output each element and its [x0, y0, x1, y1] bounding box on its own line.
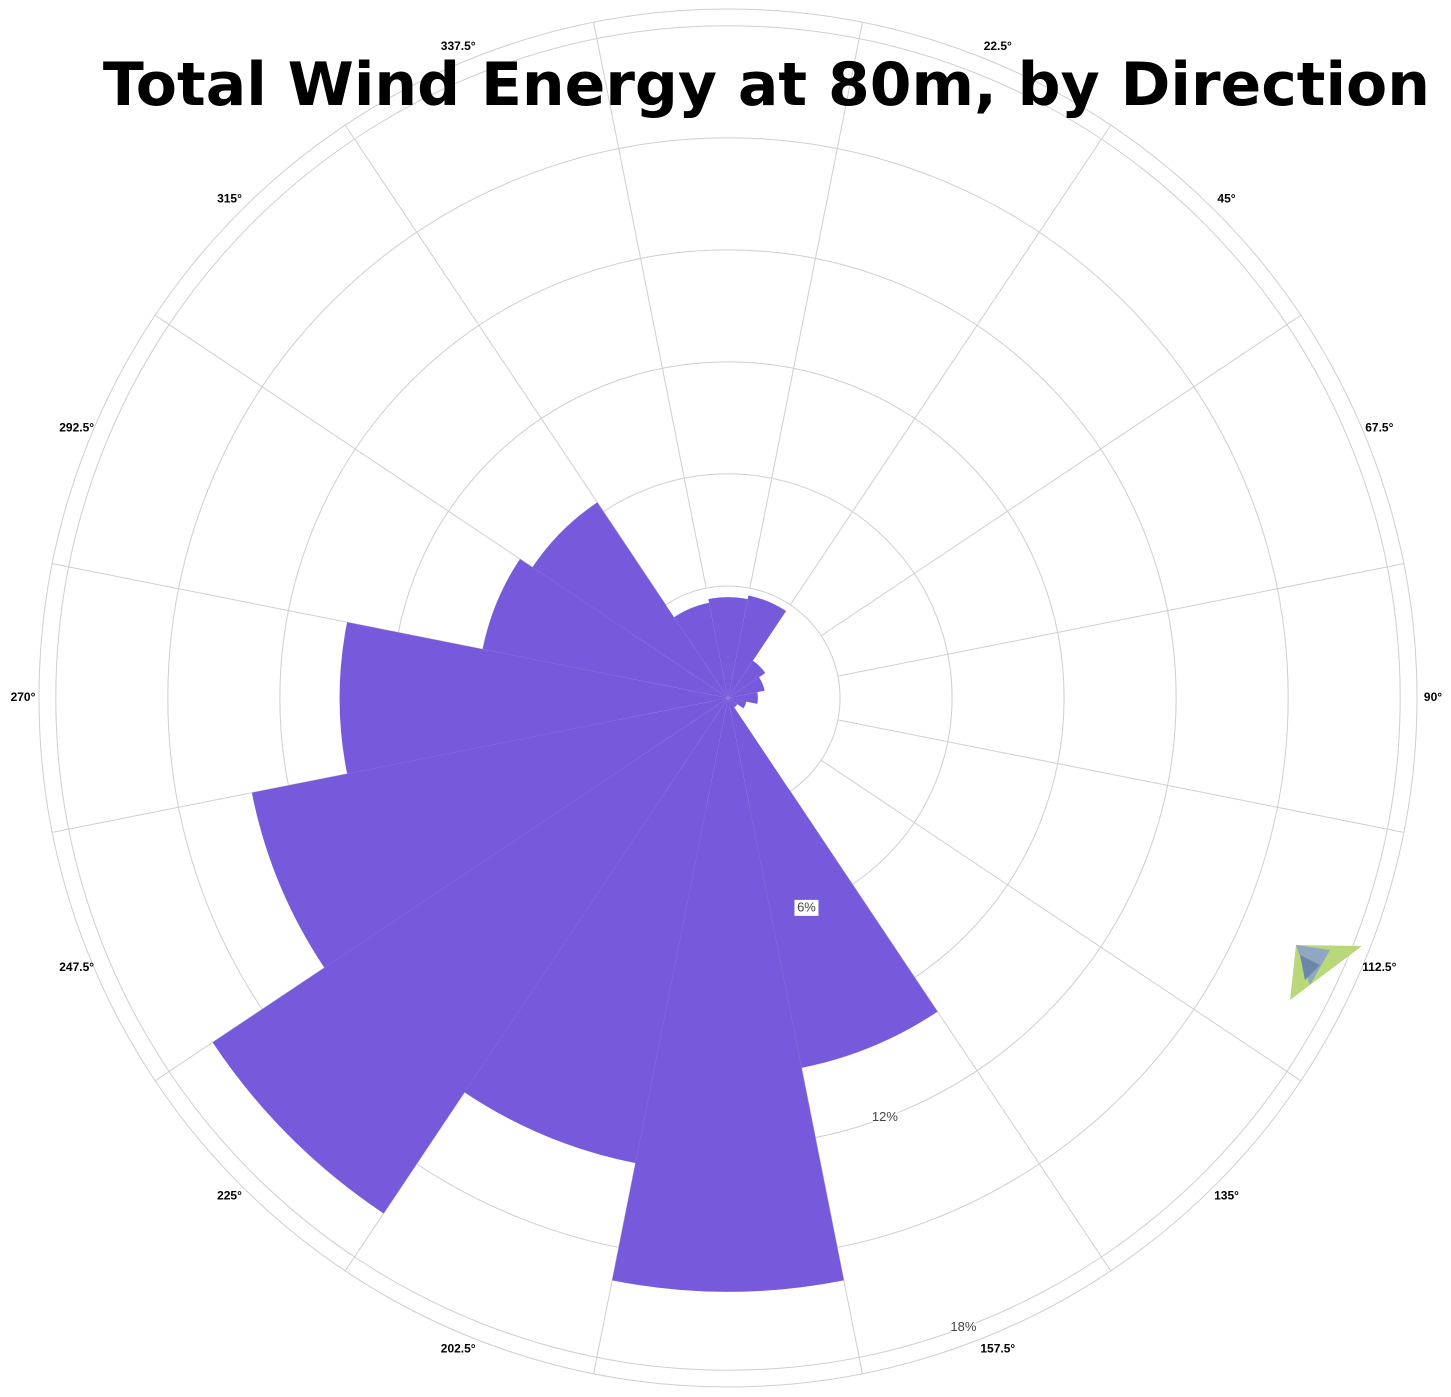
- direction-label: 247.5°: [59, 960, 94, 974]
- grid-ring: [55, 25, 1401, 1371]
- bar: [728, 595, 787, 698]
- spoke: [789, 790, 1112, 1272]
- bar: [728, 698, 747, 709]
- r-tick-label: 12%: [872, 1109, 898, 1124]
- bar: [532, 502, 728, 698]
- r-tick-label-bg: [872, 1109, 897, 1126]
- chart-title: Total Wind Energy at 80m, by Direction: [103, 50, 1430, 120]
- direction-label: 292.5°: [59, 420, 94, 434]
- bar: [728, 698, 938, 1068]
- direction-label: 90°: [1424, 690, 1442, 704]
- bar: [464, 698, 728, 1164]
- bar: [728, 677, 765, 698]
- bar: [482, 558, 728, 698]
- outer-ring: [38, 8, 1418, 1388]
- direction-label: 157.5°: [980, 1342, 1015, 1356]
- r-tick-label: 18%: [950, 1319, 976, 1334]
- bar: [251, 698, 728, 968]
- bar: [339, 622, 728, 774]
- direction-label: 270°: [11, 690, 36, 704]
- spoke: [837, 563, 1404, 677]
- direction-label: 180°: [716, 1395, 741, 1397]
- bar: [728, 692, 758, 704]
- spoke: [820, 759, 1302, 1082]
- r-tick-label: 6%: [797, 899, 816, 914]
- direction-label: 45°: [1217, 192, 1235, 206]
- bar: [728, 660, 766, 698]
- direction-label: 67.5°: [1365, 420, 1393, 434]
- logo: [1290, 945, 1362, 1000]
- direction-label: 202.5°: [441, 1342, 476, 1356]
- spoke: [749, 22, 863, 589]
- direction-label: 112.5°: [1362, 960, 1396, 974]
- label-layer: 0°22.5°45°67.5°90°112.5°135°157.5°180°20…: [11, 39, 1443, 1397]
- direction-label: 315°: [217, 192, 242, 206]
- spoke: [593, 22, 707, 589]
- direction-label: 135°: [1214, 1189, 1239, 1203]
- bar: [728, 698, 738, 708]
- bar-layer: [212, 502, 938, 1292]
- spoke: [837, 719, 1404, 833]
- r-tick-label-bg: [794, 899, 819, 916]
- bar: [674, 602, 728, 698]
- r-tick-label-bg: [951, 1319, 976, 1336]
- bar: [612, 698, 844, 1292]
- spoke: [789, 124, 1112, 606]
- direction-label: 22.5°: [984, 39, 1012, 53]
- direction-label: 225°: [217, 1189, 242, 1203]
- direction-label: 337.5°: [441, 39, 476, 53]
- bar: [212, 698, 729, 1214]
- bar: [708, 597, 748, 698]
- spoke: [820, 314, 1302, 637]
- logo-kite-core: [1300, 955, 1320, 980]
